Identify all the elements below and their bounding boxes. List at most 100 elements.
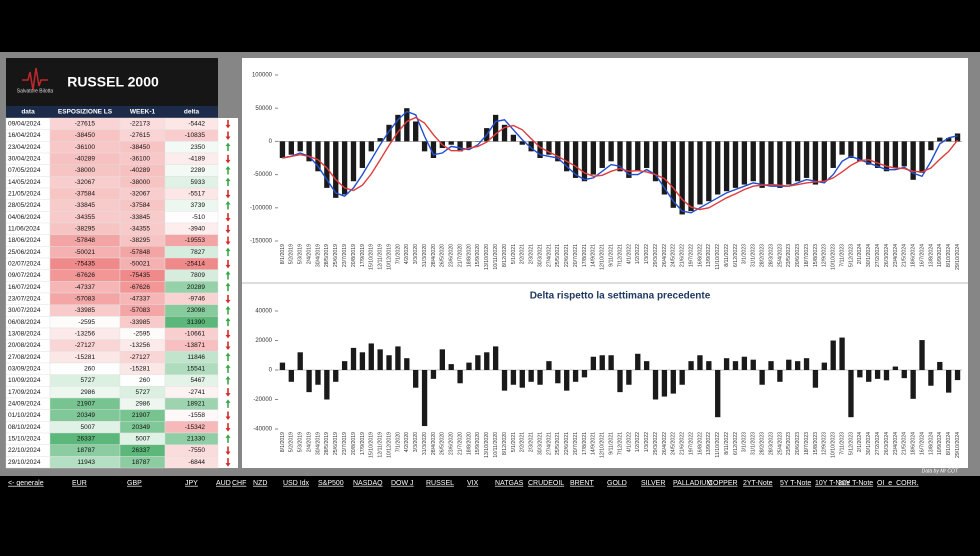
x-tick-label: 22/6/2021 [564,432,570,455]
sheet-tab[interactable]: BRENT [570,480,594,487]
bar [751,360,756,370]
x-tick-label: 21/5/2024 [902,244,908,267]
x-tick-label: 2/3/2021 [529,244,535,264]
bar [342,361,347,370]
sheet-tab[interactable]: GBP [127,480,142,487]
bar [493,346,498,370]
date-cell: 04/06/2024 [8,214,41,221]
value-cell: -27127 [130,354,151,361]
bar [431,370,436,379]
bar [742,357,747,370]
x-tick-label: 31/1/2023 [751,244,757,267]
x-tick-label: 5/2/2019 [289,432,295,452]
sheet-tab[interactable]: COPPER [708,480,738,487]
x-tick-label: 13/10/2020 [484,244,490,270]
bar [706,361,711,370]
sheet-tab[interactable]: <- generale [8,480,44,487]
x-tick-label: 12/10/2021 [600,244,606,270]
x-tick-label: 26/4/2022 [662,244,668,267]
value-cell: -27127 [75,342,96,349]
x-tick-label: 22/6/2021 [564,244,570,267]
sheet-tab[interactable]: VIX [467,480,479,487]
value-cell: 21330 [187,436,205,443]
value-cell: -47337 [75,284,96,291]
x-tick-label: 2/1/2024 [857,432,863,452]
bar [875,370,880,379]
y-tick-label: -40000 [253,427,272,433]
sheet-tab[interactable]: USD Idx [283,480,310,487]
x-tick-label: 14/9/2021 [591,244,597,267]
bar [289,370,294,382]
x-tick-label: 15/10/2019 [369,244,375,270]
value-cell: 260 [139,377,150,384]
bar [697,141,702,204]
sheet-tab[interactable]: S&P500 [318,480,344,487]
value-cell: 20349 [77,412,95,419]
x-tick-label: 12/10/2021 [600,432,606,458]
x-tick-label: 18/6/2024 [911,244,917,267]
value-cell: -7550 [188,447,205,454]
sheet-tab[interactable]: SILVER [641,480,665,487]
sheet-tab[interactable]: 30Y T-Note [838,480,873,487]
x-tick-label: 25/5/2021 [555,432,561,455]
x-tick-label: 3/3/2020 [413,432,419,452]
value-cell: -38450 [75,132,96,139]
y-tick-label: 50000 [255,106,272,112]
x-tick-label: 26/3/2024 [884,244,890,267]
value-cell: 20349 [132,424,150,431]
x-tick-label: 30/1/2024 [866,432,872,455]
value-cell: -5442 [188,121,205,128]
sheet-tab[interactable]: CHF [232,480,246,487]
sheet-tab[interactable]: NASDAQ [353,480,383,487]
bar [351,348,356,370]
bar [591,357,596,370]
sheet-tab[interactable]: GOLD [607,480,627,487]
bar [493,115,498,142]
sheet-tab[interactable]: RUSSEL [426,480,454,487]
value-cell: -10661 [185,331,206,338]
x-tick-label: 23/4/2024 [893,244,899,267]
sheet-tab[interactable]: NATGAS [495,480,524,487]
sheet-tab[interactable]: PALLADIUM [673,480,712,487]
value-cell: -38450 [130,144,151,151]
sheet-tab[interactable]: DOW J [391,480,414,487]
value-cell: 18787 [132,459,150,466]
x-tick-label: 20/6/2023 [795,432,801,455]
value-cell: 7809 [191,272,206,279]
sheet-tab[interactable]: OI_e_CORR. [877,480,919,487]
sheet-tab[interactable]: AUD [216,480,231,487]
sheet-tab[interactable]: 5Y T-Note [780,480,811,487]
x-tick-label: 25/6/2019 [333,244,339,267]
x-tick-label: 30/3/2021 [537,244,543,267]
x-tick-label: 15/9/2020 [475,432,481,455]
value-cell: 15541 [187,366,205,373]
x-tick-label: 2/4/2019 [306,432,312,452]
x-tick-label: 15/8/2023 [813,244,819,267]
value-cell: -47337 [130,296,151,303]
value-cell: -13871 [185,342,206,349]
sheet-tab[interactable]: CRUDEOIL [528,480,564,487]
x-tick-label: 1/3/2022 [644,432,650,452]
x-tick-label: 28/4/2020 [431,244,437,267]
bar [688,141,693,211]
sheet-tab[interactable]: NZD [253,480,267,487]
value-cell: -510 [192,214,205,221]
bar [919,141,924,172]
bar [413,121,418,141]
sheet-tab[interactable]: 2YT-Note [743,480,773,487]
x-tick-label: 4/2/2020 [404,244,410,264]
chart-title: Delta rispetto la settimana precedente [530,291,711,302]
date-cell: 30/04/2024 [8,156,41,163]
bar [902,141,907,166]
value-cell: -50021 [130,261,151,268]
date-cell: 25/06/2024 [8,249,41,256]
y-tick-label: -150000 [250,239,273,245]
sheet-tab[interactable]: JPY [185,480,198,487]
sheet-tab[interactable]: EUR [72,480,87,487]
date-cell: 13/08/2024 [8,331,41,338]
bar [866,141,871,164]
bar [831,141,836,168]
x-tick-label: 7/12/2021 [617,432,623,455]
x-tick-label: 1/3/2022 [644,244,650,264]
x-tick-label: 9/11/2021 [608,432,614,455]
